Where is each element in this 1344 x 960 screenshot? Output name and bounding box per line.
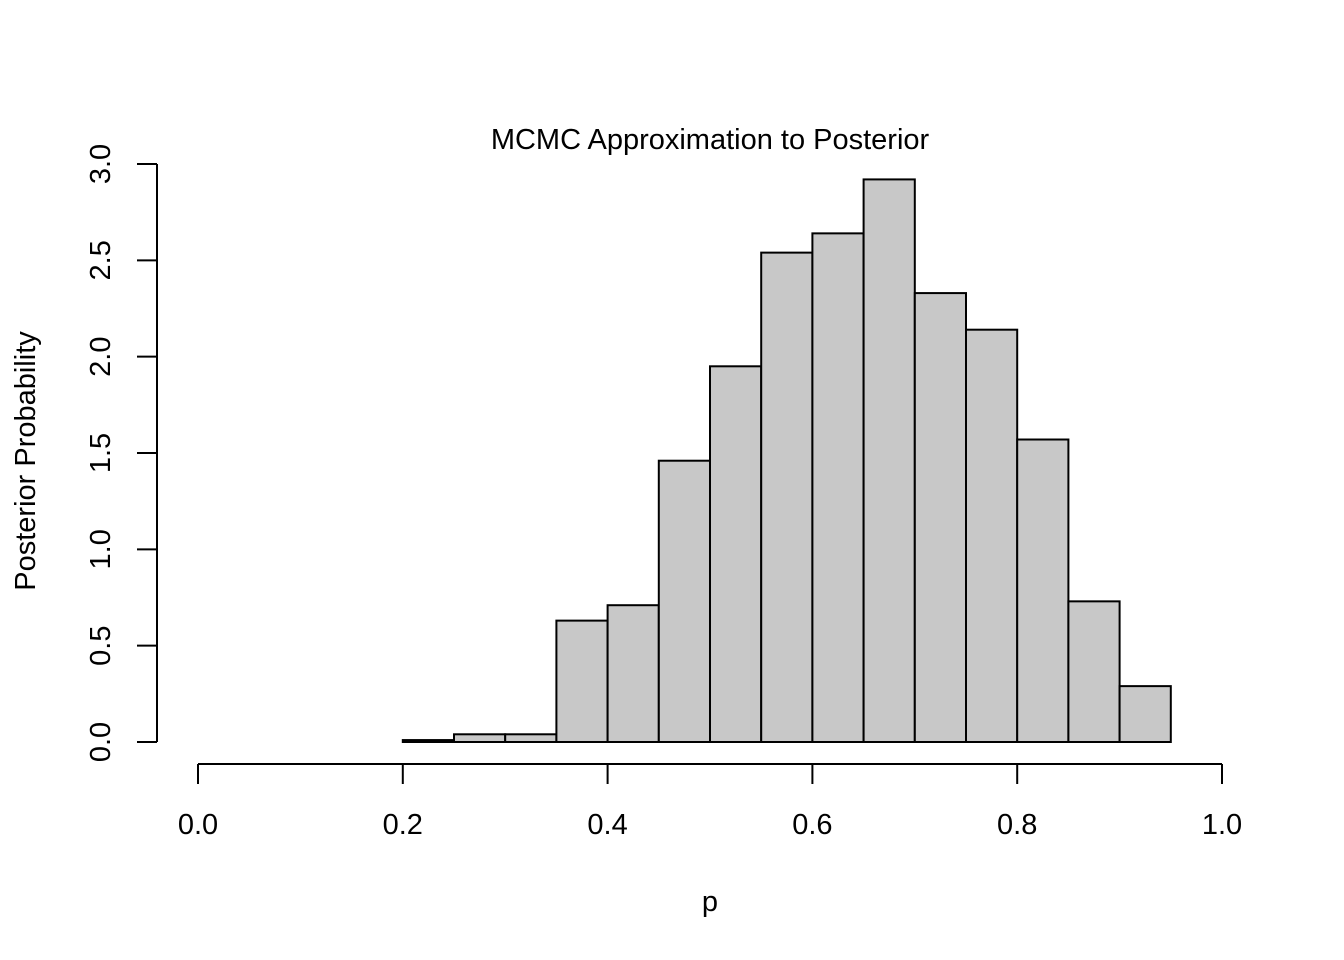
- histogram-bar: [862, 178, 916, 743]
- x-tick-label: 0.6: [792, 809, 832, 841]
- histogram-bar: [401, 739, 455, 743]
- y-axis: 0.0 0.5 1.0 1.5 2.0 2.5 3.0: [85, 144, 158, 762]
- x-tick-label: 0.0: [178, 809, 218, 841]
- y-tick-label: 0.5: [85, 626, 117, 666]
- histogram-bar: [1067, 600, 1121, 743]
- histogram-bar: [453, 733, 507, 744]
- y-tick-label: 3.0: [85, 144, 117, 184]
- y-tick-label: 2.0: [85, 337, 117, 377]
- y-tick-label: 1.5: [85, 433, 117, 473]
- x-tick-label: 0.4: [587, 809, 627, 841]
- histogram-bar: [504, 733, 558, 744]
- histogram-bar: [657, 459, 711, 743]
- histogram-bar: [965, 328, 1019, 743]
- x-tick-label: 0.8: [997, 809, 1037, 841]
- histogram-bar: [913, 292, 967, 743]
- x-axis: 0.0 0.2 0.4 0.6 0.8 1.0: [178, 763, 1242, 841]
- y-tick-label: 2.5: [85, 240, 117, 280]
- y-tick-label: 1.0: [85, 529, 117, 569]
- x-tick-label: 1.0: [1202, 809, 1242, 841]
- x-tick-label: 0.2: [383, 809, 423, 841]
- histogram-bar: [555, 619, 609, 743]
- bars-group: [401, 178, 1172, 744]
- y-tick-label: 0.0: [85, 722, 117, 762]
- histogram-bar: [1118, 685, 1172, 743]
- histogram-bar: [606, 604, 660, 743]
- chart-title: MCMC Approximation to Posterior: [491, 124, 930, 156]
- histogram-bar: [760, 251, 814, 743]
- y-axis-label: Posterior Probability: [10, 331, 42, 591]
- histogram-bar: [1016, 438, 1070, 743]
- histogram-bar: [811, 232, 865, 744]
- histogram-bar: [709, 365, 763, 743]
- x-axis-label: p: [702, 886, 718, 918]
